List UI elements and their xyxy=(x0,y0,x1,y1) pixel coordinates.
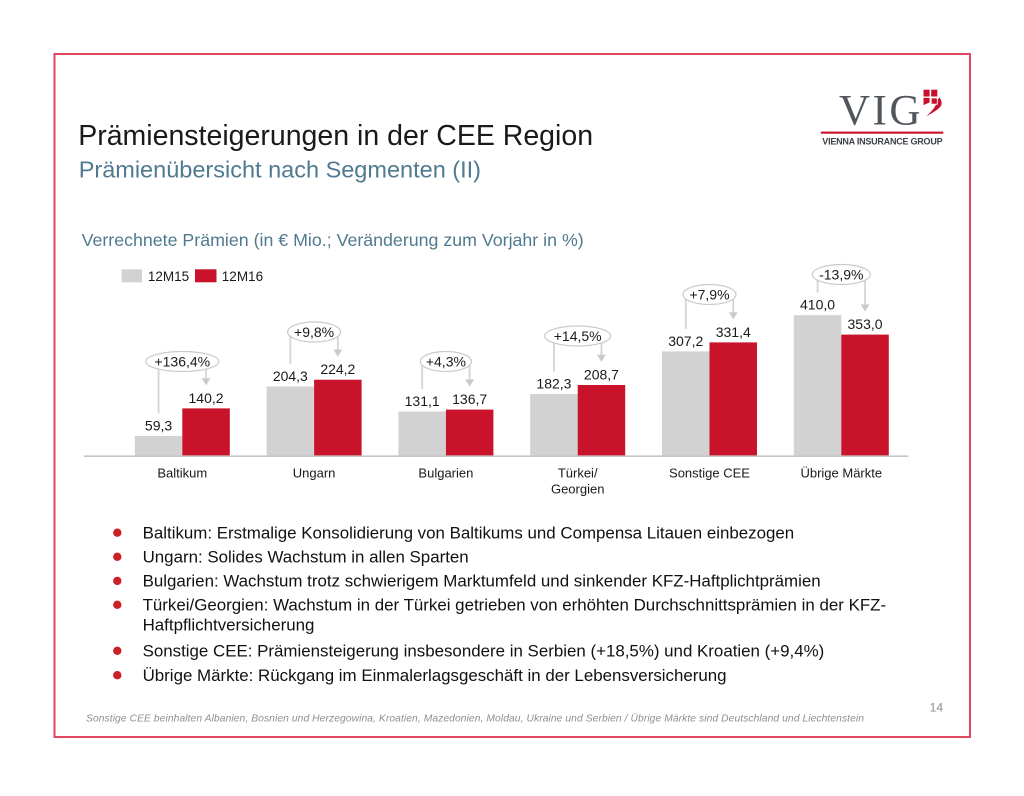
svg-text:204,3: 204,3 xyxy=(273,368,308,384)
svg-text:Übrige Märkte: Rückgang im Ein: Übrige Märkte: Rückgang im Einmalerlagsg… xyxy=(143,666,727,685)
svg-text:-13,9%: -13,9% xyxy=(819,267,863,283)
svg-text:182,3: 182,3 xyxy=(536,376,571,392)
svg-text:307,2: 307,2 xyxy=(668,333,703,349)
svg-text:Georgien: Georgien xyxy=(551,482,604,497)
svg-text:12M15: 12M15 xyxy=(148,269,189,284)
svg-text:353,0: 353,0 xyxy=(848,316,883,332)
svg-text:Ungarn: Ungarn xyxy=(293,466,336,481)
svg-text:+7,9%: +7,9% xyxy=(689,287,729,303)
svg-text:136,7: 136,7 xyxy=(452,391,487,407)
svg-text:VIENNA INSURANCE GROUP: VIENNA INSURANCE GROUP xyxy=(822,137,943,147)
svg-text:59,3: 59,3 xyxy=(145,418,172,434)
svg-text:VIG: VIG xyxy=(839,88,923,135)
svg-text:Türkei/: Türkei/ xyxy=(558,466,598,481)
svg-text:Verrechnete Prämien (in € Mio.: Verrechnete Prämien (in € Mio.; Veränder… xyxy=(82,230,584,250)
svg-text:331,4: 331,4 xyxy=(716,324,751,340)
svg-text:410,0: 410,0 xyxy=(800,297,835,313)
svg-text:Bulgarien: Bulgarien xyxy=(418,466,473,481)
svg-text:Baltikum: Erstmalige Konsolidi: Baltikum: Erstmalige Konsolidierung von … xyxy=(143,523,795,542)
svg-text:Prämienübersicht nach Segmente: Prämienübersicht nach Segmenten (II) xyxy=(79,157,481,183)
svg-text:Sonstige CEE: Prämiensteigerun: Sonstige CEE: Prämiensteigerung insbeson… xyxy=(143,641,825,660)
svg-text:Haftpflichtversicherung: Haftpflichtversicherung xyxy=(143,615,315,634)
svg-text:Sonstige CEE: Sonstige CEE xyxy=(669,466,750,481)
svg-text:12M16: 12M16 xyxy=(222,269,263,284)
svg-text:Prämiensteigerungen in der CEE: Prämiensteigerungen in der CEE Region xyxy=(78,120,593,152)
svg-text:+9,8%: +9,8% xyxy=(294,324,334,340)
svg-text:14: 14 xyxy=(930,701,944,715)
svg-text:Sonstige CEE beinhalten Albani: Sonstige CEE beinhalten Albanien, Bosnie… xyxy=(86,713,864,725)
svg-text:Übrige Märkte: Übrige Märkte xyxy=(800,466,882,481)
svg-text:Türkei/Georgien: Wachstum in d: Türkei/Georgien: Wachstum in der Türkei … xyxy=(143,595,887,614)
svg-text:224,2: 224,2 xyxy=(320,361,355,377)
svg-text:Ungarn: Solides Wachstum in al: Ungarn: Solides Wachstum in allen Sparte… xyxy=(143,547,469,566)
svg-text:+136,4%: +136,4% xyxy=(154,354,210,370)
svg-text:Baltikum: Baltikum xyxy=(157,466,207,481)
svg-text:131,1: 131,1 xyxy=(405,393,440,409)
svg-text:Bulgarien: Wachstum trotz schw: Bulgarien: Wachstum trotz schwierigem Ma… xyxy=(143,572,821,591)
svg-text:208,7: 208,7 xyxy=(584,367,619,383)
svg-text:+14,5%: +14,5% xyxy=(554,328,602,344)
svg-text:140,2: 140,2 xyxy=(189,390,224,406)
svg-text:+4,3%: +4,3% xyxy=(426,354,466,370)
